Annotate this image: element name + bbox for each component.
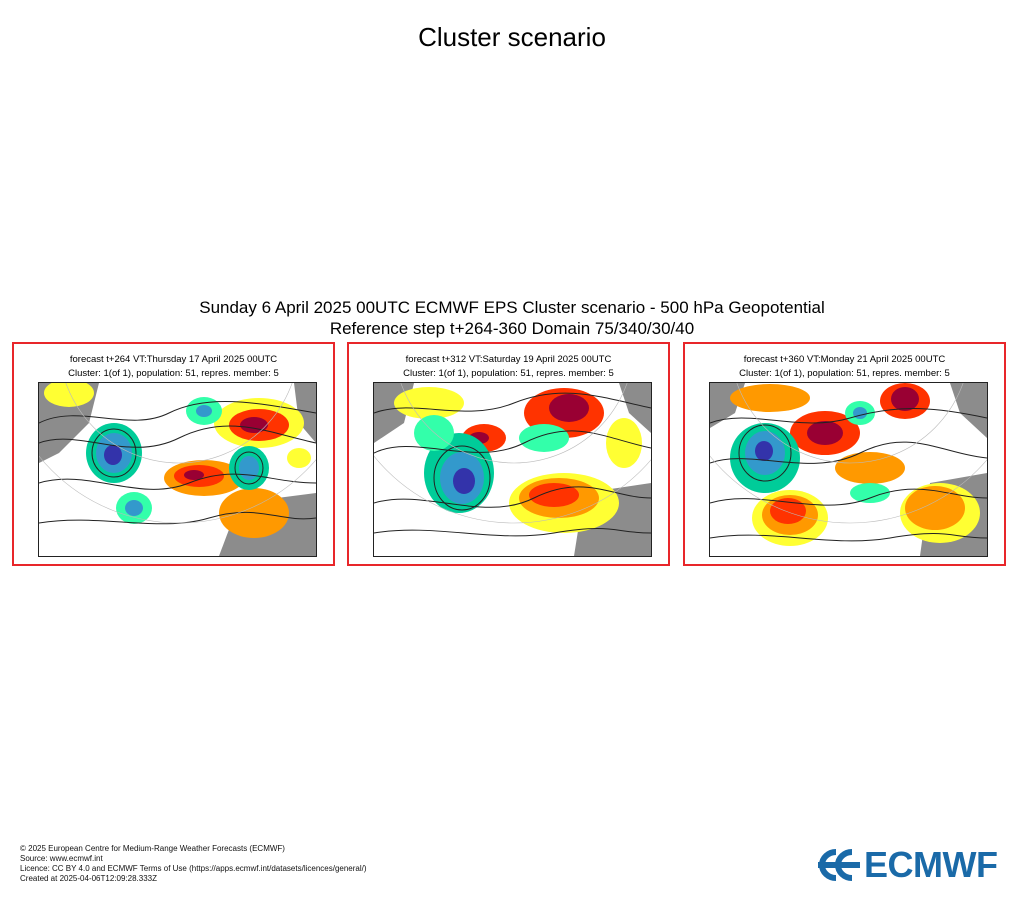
map-graphic-2 — [374, 383, 651, 556]
ecmwf-logo-icon — [818, 849, 860, 881]
panel-cluster-label: Cluster: 1(of 1), population: 51, repres… — [68, 368, 279, 379]
figure-title-line1: Sunday 6 April 2025 00UTC ECMWF EPS Clus… — [199, 298, 825, 317]
page-title: Cluster scenario — [418, 22, 606, 52]
panel-forecast-label: forecast t+264 VT:Thursday 17 April 2025… — [69, 354, 278, 365]
panel-forecast-label: forecast t+360 VT:Monday 21 April 2025 0… — [743, 354, 946, 365]
map-graphic-1 — [39, 383, 316, 556]
figure-title-line2: Reference step t+264-360 Domain 75/340/3… — [329, 319, 695, 338]
footer-created: Created at 2025-04-06T12:09:28.333Z — [20, 874, 157, 883]
footer-copyright: © 2025 European Centre for Medium-Range … — [20, 844, 285, 853]
footer-licence: Licence: CC BY 4.0 and ECMWF Terms of Us… — [20, 864, 367, 873]
footer: © 2025 European Centre for Medium-Range … — [20, 844, 367, 884]
geopotential-map-2 — [373, 382, 652, 557]
panel-forecast-label: forecast t+312 VT:Saturday 19 April 2025… — [405, 354, 612, 365]
ecmwf-logo: ECMWF — [814, 846, 1006, 884]
ecmwf-logo-text: ECMWF — [864, 844, 998, 885]
geopotential-map-3 — [709, 382, 988, 557]
figure-title: Sunday 6 April 2025 00UTC ECMWF EPS Clus… — [0, 297, 1024, 339]
forecast-panel-3: forecast t+360 VT:Monday 21 April 2025 0… — [683, 342, 1006, 566]
forecast-panel-1: forecast t+264 VT:Thursday 17 April 2025… — [12, 342, 335, 566]
footer-source: Source: www.ecmwf.int — [20, 854, 103, 863]
forecast-panel-2: forecast t+312 VT:Saturday 19 April 2025… — [347, 342, 670, 566]
panel-cluster-label: Cluster: 1(of 1), population: 51, repres… — [403, 368, 614, 379]
panel-cluster-label: Cluster: 1(of 1), population: 51, repres… — [739, 368, 950, 379]
geopotential-map-1 — [38, 382, 317, 557]
map-graphic-3 — [710, 383, 987, 556]
